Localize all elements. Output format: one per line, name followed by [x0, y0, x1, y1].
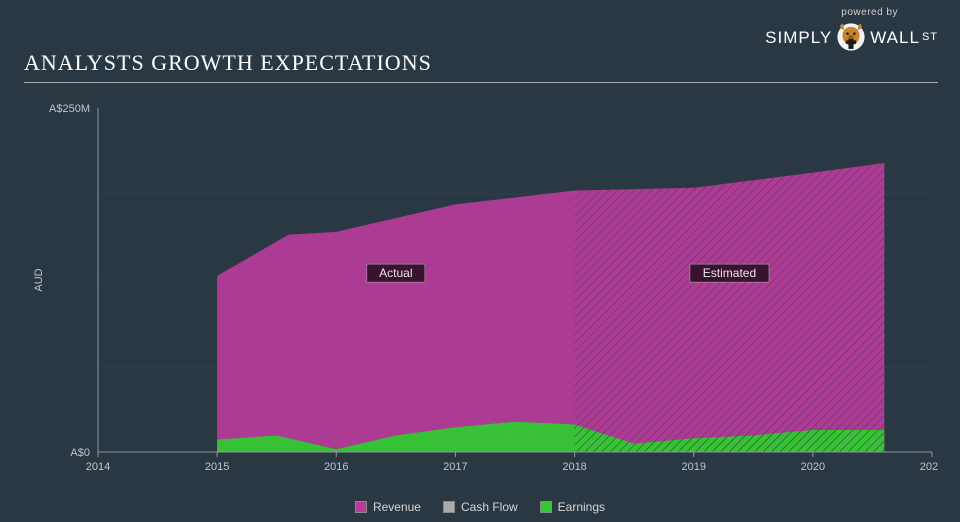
bull-icon	[834, 20, 868, 54]
svg-text:2017: 2017	[443, 461, 467, 473]
legend-swatch-revenue	[355, 501, 367, 513]
logo-main: SIMPLY WALL ST	[765, 20, 938, 54]
chart-svg: A$0 A$250M AUD 2014 2015 2016 2017 2018 2019 2020…	[24, 96, 938, 492]
brand-logo: powered by SIMPLY WALL ST	[765, 8, 938, 54]
legend-item-revenue: Revenue	[355, 500, 421, 514]
svg-text:Estimated: Estimated	[703, 266, 756, 280]
legend-label-cashflow: Cash Flow	[461, 500, 518, 514]
svg-text:2019: 2019	[681, 461, 705, 473]
svg-text:2016: 2016	[324, 461, 348, 473]
legend-swatch-cashflow	[443, 501, 455, 513]
legend-label-revenue: Revenue	[373, 500, 421, 514]
svg-text:2020: 2020	[801, 461, 825, 473]
powered-by-text: powered by	[765, 8, 938, 18]
svg-text:2014: 2014	[86, 461, 110, 473]
legend-item-earnings: Earnings	[540, 500, 605, 514]
legend-item-cashflow: Cash Flow	[443, 500, 518, 514]
svg-text:AUD: AUD	[33, 268, 45, 291]
page-title: ANALYSTS GROWTH EXPECTATIONS	[24, 50, 432, 76]
svg-text:2015: 2015	[205, 461, 229, 473]
logo-word-wall: WALL	[870, 29, 920, 46]
growth-chart: A$0 A$250M AUD 2014 2015 2016 2017 2018 2019 2020…	[24, 96, 938, 492]
chart-legend: Revenue Cash Flow Earnings	[0, 500, 960, 514]
svg-text:2018: 2018	[562, 461, 586, 473]
legend-swatch-earnings	[540, 501, 552, 513]
logo-word-simply: SIMPLY	[765, 29, 832, 46]
svg-text:A$250M: A$250M	[49, 103, 90, 115]
logo-word-st: ST	[922, 32, 938, 43]
svg-text:A$0: A$0	[70, 447, 90, 459]
svg-text:2021: 2021	[920, 461, 938, 473]
legend-label-earnings: Earnings	[558, 500, 605, 514]
title-rule	[24, 82, 938, 83]
svg-text:Actual: Actual	[379, 266, 412, 280]
